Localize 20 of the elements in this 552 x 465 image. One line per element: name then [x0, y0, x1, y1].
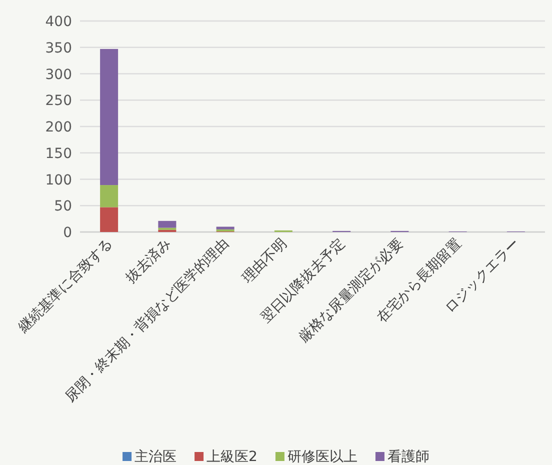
- legend-label: 研修医以上: [287, 449, 358, 465]
- y-tick-label: 400: [45, 14, 72, 30]
- y-tick-label: 200: [45, 120, 72, 136]
- bar: [100, 185, 118, 208]
- y-tick-label: 150: [45, 146, 72, 162]
- x-tick-label: 抜去済み: [123, 236, 174, 286]
- x-tick-label: 理由不明: [239, 236, 290, 286]
- y-tick-label: 300: [45, 66, 72, 83]
- bar: [158, 220, 176, 228]
- legend-label: 看護師: [387, 449, 430, 465]
- y-tick-label: 50: [54, 198, 72, 215]
- y-tick-label: 350: [45, 40, 72, 56]
- y-tick-label: 100: [45, 172, 72, 188]
- y-tick-label: 0: [63, 225, 72, 241]
- bar: [100, 207, 118, 232]
- y-tick-label: 250: [45, 93, 72, 110]
- bar: [216, 226, 234, 230]
- legend-label: 主治医: [134, 449, 177, 465]
- bar: [100, 48, 118, 186]
- legend-label: 上級医2: [206, 449, 258, 465]
